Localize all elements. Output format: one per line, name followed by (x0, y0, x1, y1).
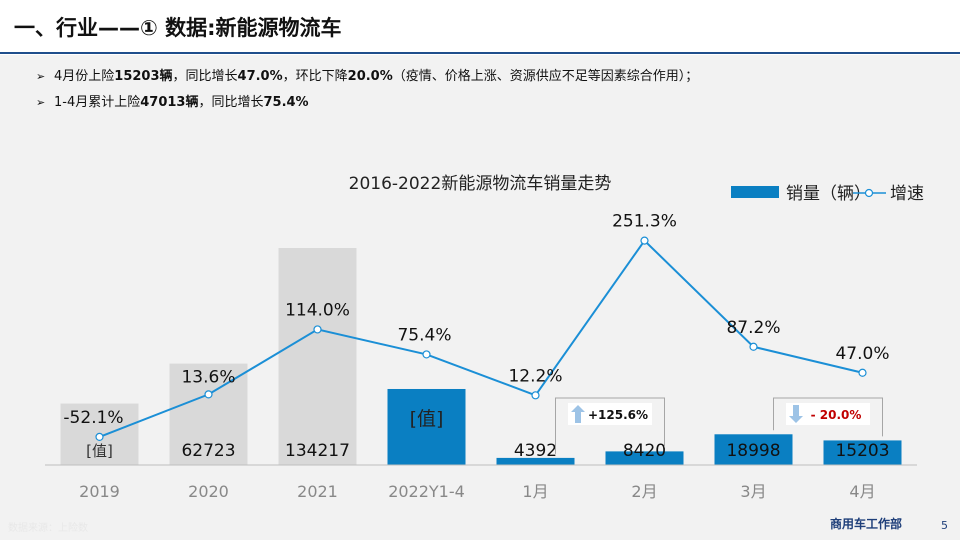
change-label: - 20.0% (811, 408, 862, 422)
growth-point-2022Y1-4 (422, 350, 431, 359)
x-tick-label: 1月 (522, 482, 548, 501)
growth-point-1月 (531, 391, 540, 400)
growth-point-3月 (749, 342, 758, 351)
change-label: +125.6% (588, 408, 648, 422)
growth-value-label: -52.1% (63, 408, 123, 428)
bullet-text: 1-4月累计上险 (54, 95, 141, 110)
footer-brand: 商用车工作部 (829, 517, 902, 531)
source-note: 数据来源：上险数 (8, 523, 88, 534)
x-tick-label: 2020 (188, 482, 229, 501)
growth-value-label: 251.3% (612, 212, 677, 232)
bullet-text: 20.0% (347, 69, 393, 84)
bar-value-label: 15203 (835, 441, 889, 461)
bullet-item-april: ➢ 4月份上险15203辆，同比增长47.0%，环比下降20.0%（疫情、价格上涨… (36, 65, 698, 84)
summary-bullets: ➢ 4月份上险15203辆，同比增长47.0%，环比下降20.0%（疫情、价格上涨… (0, 55, 960, 120)
bullet-text: ，环比下降 (282, 69, 348, 84)
bar-2020 (169, 363, 248, 465)
legend-label-sales: 销量（辆） (786, 184, 871, 204)
bar-4月 (823, 440, 902, 465)
bullet-text: 15203辆 (114, 69, 173, 84)
bar-value-label: 8420 (623, 441, 666, 461)
bullet-text: ，同比增长 (172, 69, 238, 84)
legend-label-growth: 增速 (890, 184, 924, 204)
x-tick-label: 2022Y1-4 (388, 482, 465, 501)
chart-title: 2016-2022新能源物流车销量走势 (349, 174, 612, 194)
bar-value-label: 134217 (285, 441, 350, 461)
x-tick-label: 2019 (79, 482, 120, 501)
change-bracket (773, 397, 883, 437)
growth-value-label: 75.4% (397, 325, 451, 345)
growth-point-2019 (95, 432, 104, 441)
growth-value-label: 47.0% (835, 344, 889, 364)
bar-2022Y1-4 (387, 388, 466, 465)
bar-2月 (605, 451, 684, 465)
growth-point-2020 (204, 390, 213, 399)
x-tick-label: 2月 (631, 482, 657, 501)
arrow-up-icon (571, 405, 585, 423)
legend-bar-swatch (731, 186, 779, 198)
bar-value-label: 62723 (181, 441, 235, 461)
growth-value-label: 87.2% (726, 318, 780, 338)
change-label-box (568, 403, 652, 425)
bar-value-label: [值] (86, 442, 113, 460)
bullet-text: ，同比增长 (198, 95, 264, 110)
page-title: 一、行业——① 数据:新能源物流车 (14, 16, 342, 40)
bar-1月 (496, 457, 575, 465)
growth-value-label: 114.0% (285, 300, 350, 320)
change-bracket (555, 397, 665, 454)
bullet-text: 47.0% (237, 69, 283, 84)
bullet-arrow-icon: ➢ (36, 70, 46, 83)
x-tick-label: 4月 (849, 482, 875, 501)
bar-3月 (714, 434, 793, 465)
bullet-item-ytd: ➢ 1-4月累计上险47013辆，同比增长75.4% (36, 91, 309, 110)
growth-line (99, 239, 863, 438)
bullet-text: 75.4% (263, 95, 309, 110)
bar-2021 (278, 248, 357, 465)
bullet-arrow-icon: ➢ (36, 96, 46, 109)
chart-background (0, 120, 960, 540)
arrow-down-icon (789, 405, 803, 423)
growth-point-2021 (313, 325, 322, 334)
x-tick-label: 3月 (740, 482, 766, 501)
bullet-text: 47013辆 (140, 95, 199, 110)
bullet-text: 4月份上险 (54, 69, 115, 84)
bar-value-label: 18998 (726, 441, 780, 461)
growth-value-label: 13.6% (181, 367, 235, 387)
bar-value-label: 4392 (514, 441, 557, 461)
growth-point-2月 (640, 236, 649, 245)
bar-value-label: [值] (410, 408, 444, 430)
page-number: 5 (941, 519, 948, 532)
x-tick-label: 2021 (297, 482, 338, 501)
legend-line-marker (864, 188, 874, 198)
change-label-box (786, 403, 870, 425)
bullet-text: （疫情、价格上涨、资源供应不足等因素综合作用）； (392, 69, 699, 84)
growth-point-4月 (858, 368, 867, 377)
title-divider (0, 52, 960, 54)
growth-value-label: 12.2% (508, 366, 562, 386)
